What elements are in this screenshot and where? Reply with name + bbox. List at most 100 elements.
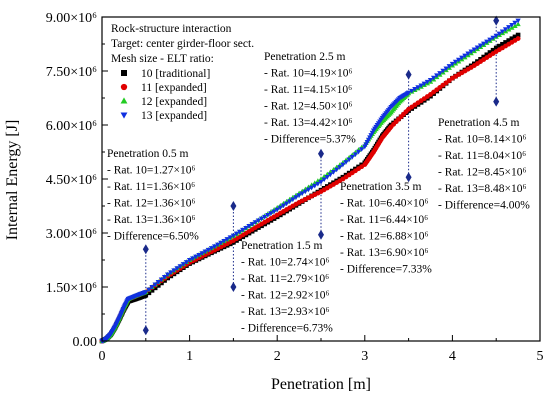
annotation-line: - Rat. 10=4.19×10⁶	[264, 68, 353, 80]
data-point	[327, 172, 334, 178]
annotation-line: - Rat. 10=1.27×10⁶	[107, 165, 196, 177]
data-point	[346, 157, 352, 163]
annotation-line: - Rat. 10=8.14×10⁶	[438, 134, 527, 146]
data-point	[421, 81, 427, 87]
data-point	[193, 254, 199, 260]
marker-diamond	[230, 282, 237, 292]
data-point	[512, 23, 518, 28]
data-point	[440, 68, 446, 74]
data-point	[496, 31, 502, 37]
data-point	[506, 25, 512, 30]
data-point	[196, 252, 202, 258]
data-point	[502, 27, 509, 32]
data-point	[512, 20, 518, 26]
annotation-line: - Rat. 13=4.42×10⁶	[264, 117, 353, 129]
annotation-line: Penetration 3.5 m	[340, 181, 421, 193]
data-point	[177, 264, 183, 269]
marker-diamond	[493, 15, 500, 26]
marker-diamond	[318, 229, 324, 240]
legend-header-line: Rock-structure interaction	[111, 23, 232, 35]
data-point	[418, 83, 424, 89]
x-tick-label: 5	[537, 349, 544, 364]
data-point	[249, 222, 255, 227]
data-point	[243, 225, 249, 231]
data-point	[258, 216, 265, 222]
data-point	[265, 213, 271, 218]
annotation-line: - Rat. 11=6.44×10⁶	[340, 214, 428, 226]
data-point	[186, 258, 193, 263]
x-tick-label: 0	[99, 349, 106, 364]
legend-marker	[120, 83, 128, 91]
data-point	[312, 183, 318, 189]
marker-diamond	[142, 325, 149, 336]
annotation-line: - Rat. 12=4.50×10⁶	[264, 101, 353, 113]
data-point	[280, 203, 287, 209]
annotation-line: - Difference=6.73%	[241, 323, 333, 335]
data-point	[155, 280, 161, 285]
data-point	[152, 282, 158, 288]
annotation-line: - Difference=6.50%	[107, 231, 199, 243]
legend-entry: 10 [traditional]	[141, 68, 210, 80]
data-point	[290, 197, 296, 203]
annotation-line: - Rat. 12=1.36×10⁶	[107, 198, 196, 210]
data-point	[343, 160, 349, 165]
data-point	[355, 149, 362, 155]
data-point	[493, 33, 499, 39]
data-point	[412, 87, 418, 92]
data-point	[262, 214, 268, 220]
data-point	[474, 45, 481, 51]
x-tick-label: 2	[274, 349, 281, 364]
marker-diamond	[493, 96, 500, 107]
data-point	[296, 193, 302, 198]
legend-header-line: Target: center girder-floor sect.	[111, 38, 254, 50]
data-point	[477, 43, 484, 49]
data-point	[208, 246, 215, 251]
data-point	[318, 176, 324, 181]
annotation-line: - Rat. 11=2.79×10⁶	[241, 273, 329, 285]
data-point	[190, 256, 196, 262]
legend-marker	[120, 112, 128, 119]
data-point	[437, 71, 443, 76]
series-4	[99, 18, 521, 344]
data-point	[352, 152, 359, 158]
data-point	[161, 274, 168, 280]
data-point	[349, 154, 355, 160]
data-point	[255, 218, 262, 224]
data-point	[468, 49, 474, 55]
data-point	[333, 167, 340, 173]
y-tick-label: 1.50×10⁶	[46, 281, 97, 296]
annotation-2: Penetration 1.5 m - Rat. 10=2.74×10⁶ - Rat…	[241, 240, 333, 335]
data-point	[430, 75, 437, 81]
y-axis-title: Internal Energy [J]	[4, 120, 21, 241]
legend: Rock-structure interaction Target: center…	[111, 23, 254, 122]
data-point	[277, 205, 283, 211]
data-point	[218, 240, 224, 246]
data-point	[449, 61, 456, 67]
data-point	[174, 266, 180, 271]
annotation-line: Penetration 4.5 m	[438, 117, 519, 129]
data-point	[405, 90, 412, 96]
legend-marker	[120, 97, 128, 104]
data-point	[446, 64, 452, 69]
data-point	[146, 287, 152, 293]
data-point	[490, 35, 496, 41]
annotations: Penetration 0.5 m - Rat. 10=1.27×10⁶ - Rat…	[107, 51, 530, 335]
data-point	[305, 187, 312, 193]
x-tick-label: 1	[186, 349, 193, 364]
data-point	[456, 57, 462, 63]
data-point	[515, 32, 521, 38]
annotation-5: Penetration 4.5 m - Rat. 10=8.14×10⁶ - Rat…	[438, 117, 530, 212]
data-point	[143, 290, 149, 295]
data-point	[299, 191, 305, 197]
data-point	[471, 47, 477, 53]
data-point	[415, 85, 421, 90]
data-point	[315, 181, 321, 187]
data-point	[211, 244, 218, 250]
legend-entry: 11 [expanded]	[141, 82, 207, 94]
data-point	[233, 231, 240, 237]
data-point	[221, 238, 227, 244]
data-point	[409, 88, 415, 94]
data-point	[168, 270, 174, 276]
annotation-line: - Rat. 13=8.48×10⁶	[438, 183, 527, 195]
marker-diamond	[230, 201, 237, 211]
